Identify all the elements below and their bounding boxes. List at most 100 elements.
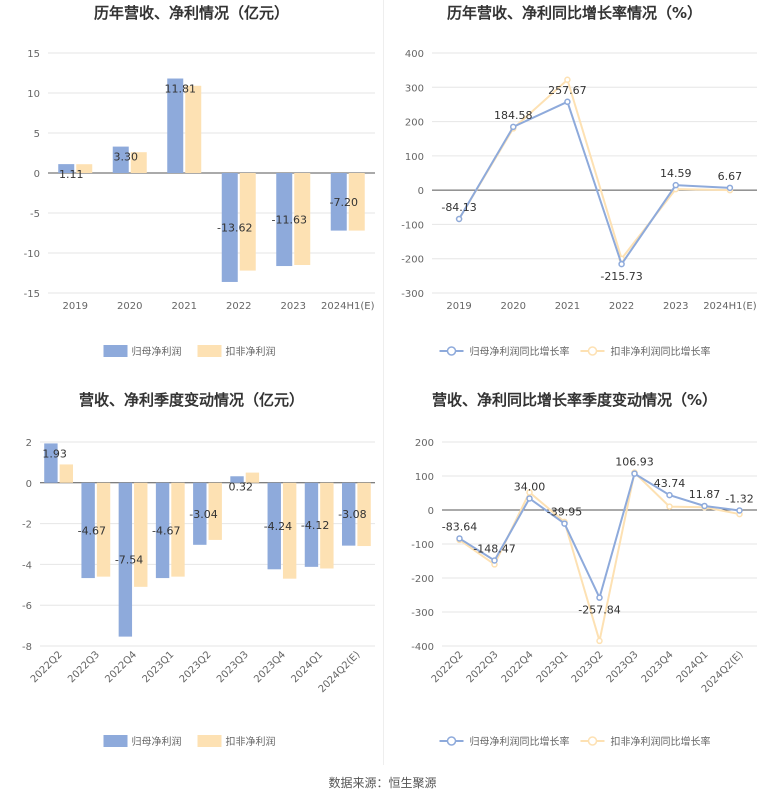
data-label: 11.81	[165, 83, 197, 96]
bar-deducted-net-profit	[76, 164, 93, 173]
y-tick-label: 0	[34, 169, 40, 180]
bar-parent-net-profit	[330, 173, 347, 231]
point-parent-growth	[526, 495, 533, 502]
bar-deducted-net-profit	[320, 482, 334, 569]
bar-deducted-net-profit	[208, 482, 222, 540]
data-label: -1.32	[725, 492, 753, 505]
data-label: 6.67	[718, 170, 743, 183]
y-tick-label: 10	[27, 89, 40, 100]
annual-growth-svg: 历年营收、净利同比增长率情况（%） 400 300 200 100 0 -100 -200 -3…	[401, 4, 757, 358]
x-tick-label: 2023Q2	[178, 649, 214, 685]
data-label: 3.30	[114, 151, 139, 164]
point-parent-growth	[726, 184, 734, 192]
x-tick-label: 2022	[609, 301, 634, 312]
legend-swatch-parent	[103, 345, 128, 357]
bar-parent-net-profit	[276, 173, 293, 267]
line-parent-growth	[458, 100, 730, 267]
data-label: -3.04	[189, 508, 217, 521]
bar-parent-net-profit	[167, 78, 184, 173]
x-tick-label: 2022Q3	[465, 649, 501, 685]
x-tick-label: 2024Q1	[289, 649, 325, 685]
y-tick-label: -100	[401, 220, 424, 231]
point-deducted-growth	[666, 503, 673, 510]
data-label: -3.08	[338, 508, 366, 521]
point-parent-growth	[491, 557, 498, 564]
point-parent-growth	[596, 594, 603, 601]
y-tick-label: 100	[405, 152, 424, 163]
point-parent-growth	[455, 215, 463, 223]
data-label: -83.64	[442, 520, 477, 533]
legend-label: 归母净利润	[132, 345, 182, 358]
point-parent-growth	[672, 181, 679, 189]
data-label: 1.93	[42, 447, 67, 460]
x-tick-label: 2020	[117, 301, 142, 312]
y-tick-label: -6	[22, 601, 32, 612]
point-parent-growth	[736, 507, 743, 514]
x-tick-label: 2022Q2	[29, 649, 65, 685]
data-label: -257.84	[578, 604, 620, 617]
x-tick-label: 2022Q4	[103, 649, 139, 685]
bar-deducted-net-profit	[134, 482, 148, 587]
bar-deducted-net-profit	[239, 173, 256, 271]
panel-separator	[383, 0, 384, 765]
data-label: -148.47	[473, 542, 515, 555]
legend-label: 扣非净利润	[226, 345, 276, 358]
x-tick-label: 2022Q2	[430, 649, 466, 685]
data-label: -84.13	[441, 201, 476, 214]
point-parent-growth	[510, 123, 517, 131]
bar-deducted-net-profit	[282, 482, 297, 579]
point-parent-growth	[456, 535, 463, 542]
x-tick-label: 2023Q3	[215, 649, 251, 685]
y-tick-label: -10	[24, 249, 40, 260]
data-label: -4.67	[78, 524, 106, 537]
legend-swatch-deducted	[197, 345, 222, 357]
y-tick-label: -100	[411, 540, 434, 551]
point-parent-growth	[618, 260, 625, 268]
bar-parent-net-profit	[230, 476, 244, 483]
point-deducted-growth	[596, 637, 603, 645]
data-label: 184.58	[494, 109, 533, 122]
data-label: 0.32	[228, 480, 253, 493]
point-parent-growth	[631, 470, 638, 477]
data-label: -4.67	[152, 524, 180, 537]
data-label: 1.11	[59, 168, 84, 181]
y-tick-label: -200	[401, 255, 424, 266]
data-source-note: 数据来源：恒生聚源	[328, 776, 437, 790]
y-tick-label: 0	[26, 479, 32, 490]
chart-annual-profit: 历年营收、净利情况（亿元） 15 10 5 0 -5 -10 -15 2019 2020 2021 2…	[0, 0, 383, 370]
bar-parent-net-profit	[155, 482, 170, 579]
y-tick-label: 400	[405, 49, 424, 60]
legend-label: 扣非净利润	[226, 735, 276, 748]
x-tick-label: 2024Q1	[675, 649, 711, 685]
bar-parent-net-profit	[267, 482, 281, 570]
y-tick-label: -2	[22, 520, 32, 531]
point-parent-growth	[701, 502, 708, 510]
bar-parent-net-profit	[193, 482, 207, 545]
data-label: 11.87	[689, 488, 721, 501]
legend-label: 归母净利润同比增长率	[470, 345, 570, 358]
data-label: 34.00	[514, 480, 546, 493]
data-label: 257.67	[548, 84, 587, 97]
bar-deducted-net-profit	[59, 464, 74, 483]
data-label: 43.74	[654, 477, 686, 490]
bar-deducted-net-profit	[348, 173, 365, 231]
x-tick-label: 2020	[501, 301, 526, 312]
x-tick-label: 2022	[226, 301, 251, 312]
x-tick-label: 2023Q3	[605, 649, 641, 685]
legend-swatch-parent	[103, 735, 128, 747]
y-tick-label: 300	[405, 83, 424, 94]
x-tick-label: 2024H1(E)	[703, 301, 757, 312]
y-tick-label: -8	[22, 642, 32, 653]
annual-profit-svg: 历年营收、净利情况（亿元） 15 10 5 0 -5 -10 -15 2019 2020 2021 2…	[24, 4, 375, 358]
y-tick-label: 100	[415, 472, 434, 483]
point-deducted-growth	[564, 76, 571, 83]
data-label: -4.12	[301, 519, 329, 532]
y-tick-label: 200	[405, 118, 424, 129]
bar-parent-net-profit	[58, 164, 75, 173]
data-label: 14.59	[660, 167, 692, 180]
x-tick-label: 2024H1(E)	[321, 301, 375, 312]
y-tick-label: -300	[401, 289, 424, 300]
point-parent-growth	[561, 520, 568, 527]
x-tick-label: 2023Q4	[252, 649, 288, 685]
y-tick-label: 5	[34, 129, 40, 140]
